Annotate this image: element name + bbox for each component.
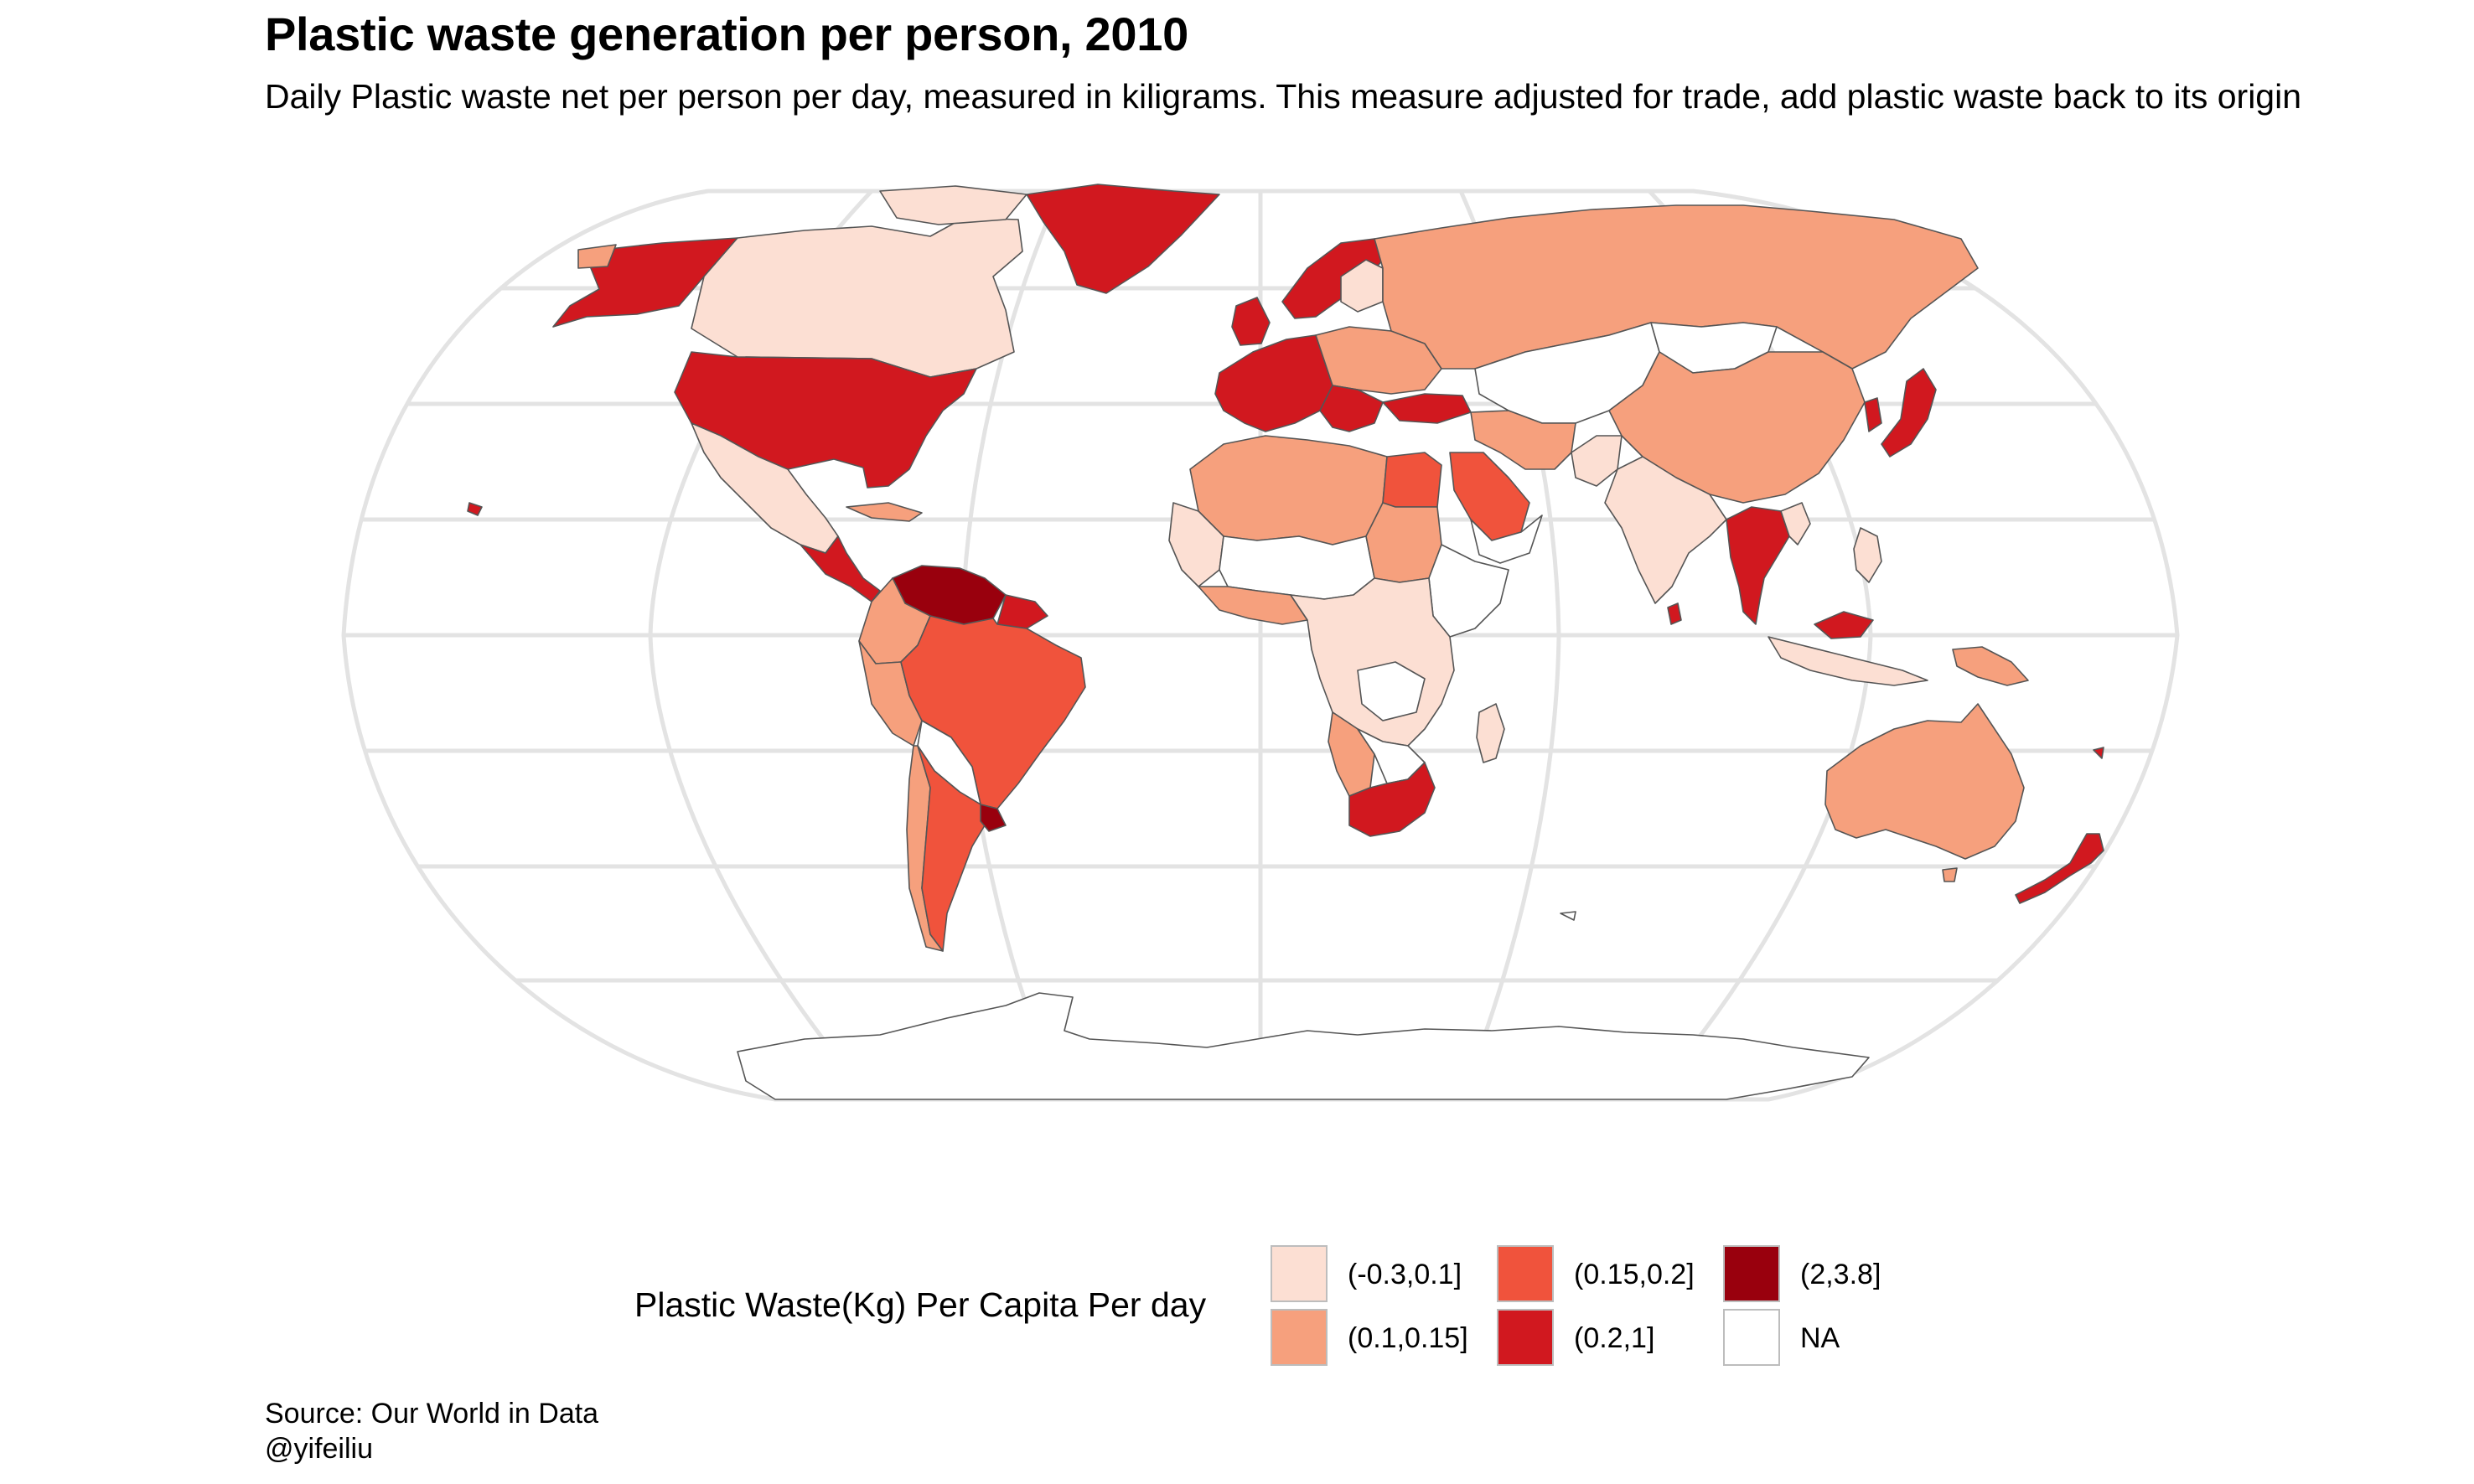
region-arctic-islands[interactable]	[879, 185, 1027, 225]
legend-label-bin-3: (0.15,0.2]	[1574, 1259, 1695, 1290]
region-balkans[interactable]	[1319, 385, 1384, 432]
region-central-africa[interactable]	[1290, 577, 1455, 747]
legend-key-bin-1	[1271, 1245, 1328, 1302]
region-west-africa[interactable]	[1168, 502, 1224, 587]
region-uruguay[interactable]	[980, 804, 1007, 832]
region-saudi-arabia[interactable]	[1449, 452, 1530, 541]
region-madagascar[interactable]	[1476, 703, 1505, 763]
legend-key-bin-2	[1271, 1309, 1328, 1366]
legend-key-na	[1723, 1309, 1780, 1366]
region-malaysia[interactable]	[1814, 611, 1874, 639]
legend-label-bin-2: (0.1,0.15]	[1348, 1322, 1468, 1354]
region-western-europe[interactable]	[1214, 334, 1333, 432]
region-canada[interactable]	[691, 217, 1023, 378]
author-caption: @yifeiliu	[265, 1433, 373, 1465]
legend-title: Plastic Waste(Kg) Per Capita Per day	[634, 1285, 1207, 1324]
region-tasmania[interactable]	[1942, 867, 1958, 882]
region-south-africa[interactable]	[1348, 762, 1436, 837]
region-iran[interactable]	[1470, 410, 1576, 470]
region-antarctica[interactable]	[737, 992, 1870, 1100]
legend-key-bin-5	[1723, 1245, 1780, 1302]
region-argentina[interactable]	[917, 745, 986, 952]
region-indonesia[interactable]	[1768, 636, 1928, 686]
region-greenland[interactable]	[1026, 184, 1220, 294]
legend-label-bin-5: (2,3.8]	[1800, 1259, 1881, 1290]
region-aleutians[interactable]	[577, 244, 617, 269]
region-sudan[interactable]	[1365, 502, 1442, 583]
region-philippines[interactable]	[1853, 527, 1882, 583]
region-korea[interactable]	[1864, 397, 1882, 432]
globe-outline	[341, 189, 2180, 1102]
region-turkey[interactable]	[1382, 393, 1472, 424]
region-new-zealand[interactable]	[2015, 833, 2104, 904]
legend-label-na: NA	[1800, 1322, 1840, 1354]
region-vietnam[interactable]	[1780, 502, 1811, 546]
source-caption: Source: Our World in Data	[265, 1398, 599, 1430]
legend-label-bin-4: (0.2,1]	[1574, 1322, 1655, 1354]
region-caribbean[interactable]	[846, 502, 923, 522]
legend-label-bin-1: (-0.3,0.1]	[1348, 1259, 1462, 1290]
region-drc[interactable]	[1357, 661, 1426, 721]
region-japan[interactable]	[1881, 368, 1937, 458]
countries	[467, 184, 2104, 1100]
region-fiji[interactable]	[2093, 747, 2104, 759]
region-hawaii[interactable]	[467, 502, 483, 516]
region-egypt[interactable]	[1382, 452, 1442, 508]
region-australia[interactable]	[1824, 703, 2025, 860]
region-south-georgia[interactable]	[1560, 911, 1576, 921]
legend-key-bin-4	[1497, 1309, 1554, 1366]
region-yemen[interactable]	[1470, 514, 1543, 564]
region-north-africa[interactable]	[1189, 435, 1388, 546]
world-map	[341, 184, 2180, 1102]
legend-key-bin-3	[1497, 1245, 1554, 1302]
region-uk[interactable]	[1231, 297, 1271, 346]
region-central-america[interactable]	[800, 535, 881, 602]
chart-title: Plastic waste generation per person, 201…	[265, 8, 1188, 60]
region-eastern-europe[interactable]	[1315, 326, 1442, 395]
chart-subtitle: Daily Plastic waste net per person per d…	[265, 77, 2302, 116]
region-southeast-asia[interactable]	[1726, 506, 1790, 625]
region-sri-lanka[interactable]	[1667, 602, 1682, 625]
region-guianas[interactable]	[996, 594, 1048, 629]
region-india[interactable]	[1604, 456, 1727, 604]
region-papua[interactable]	[1952, 646, 2029, 686]
